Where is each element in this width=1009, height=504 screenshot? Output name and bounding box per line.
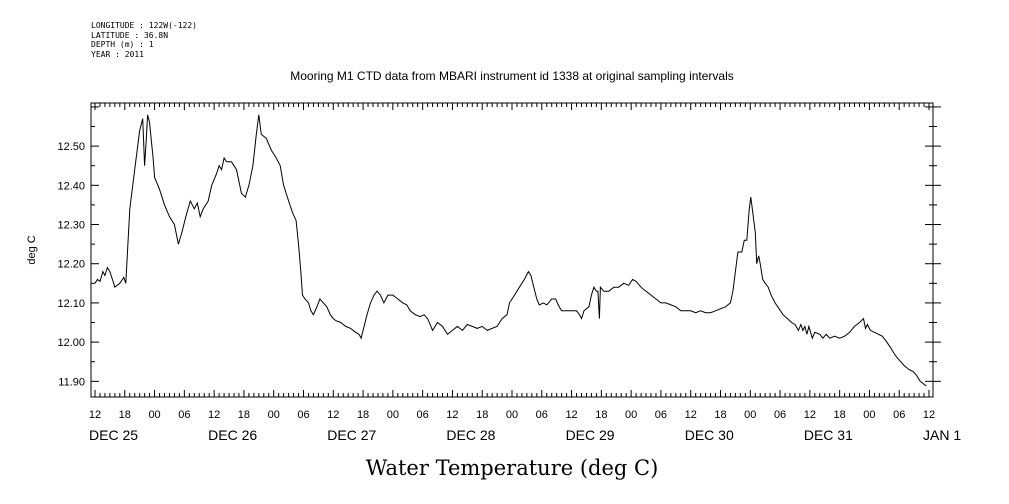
x-day-label: DEC 30 <box>685 427 734 443</box>
x-hour-label: 06 <box>178 409 190 421</box>
y-axis-label: deg C <box>26 235 38 264</box>
x-day-label: DEC 27 <box>327 427 376 443</box>
chart-title: Mooring M1 CTD data from MBARI instrumen… <box>290 69 734 83</box>
x-hour-label: 18 <box>476 409 488 421</box>
x-hour-label: 06 <box>417 409 429 421</box>
x-day-label: DEC 28 <box>446 427 495 443</box>
depth-label: DEPTH (m) : 1 <box>91 40 154 49</box>
x-hour-label: 00 <box>268 409 280 421</box>
y-tick-label: 12.50 <box>57 141 85 153</box>
x-day-label: DEC 29 <box>566 427 615 443</box>
y-tick-label: 12.00 <box>57 337 85 349</box>
y-tick-label: 11.90 <box>58 376 85 388</box>
x-day-label: DEC 25 <box>89 427 138 443</box>
x-hour-label: 18 <box>119 409 131 421</box>
x-hour-label: 00 <box>625 409 637 421</box>
x-hour-label: 18 <box>357 409 369 421</box>
x-hour-label: 00 <box>506 409 518 421</box>
x-day-label: DEC 26 <box>208 427 257 443</box>
metadata-block: LONGITUDE : 122W(-122) LATITUDE : 36.8N … <box>91 21 197 59</box>
longitude-label: LONGITUDE : 122W(-122) <box>91 21 197 30</box>
x-day-labels: DEC 25 DEC 26 DEC 27 DEC 28 DEC 29 DEC 30 DEC … <box>89 427 961 443</box>
y-tick-label: 12.40 <box>57 180 85 192</box>
x-hour-label: 06 <box>655 409 667 421</box>
axis-ticks <box>91 103 941 397</box>
x-hour-label: 00 <box>744 409 756 421</box>
x-axis-title: Water Temperature (deg C) <box>366 456 659 480</box>
x-hour-label: 18 <box>238 409 250 421</box>
series-line <box>94 114 927 386</box>
x-hour-label: 12 <box>565 409 577 421</box>
x-hour-label: 12 <box>446 409 458 421</box>
x-day-label: DEC 31 <box>804 427 853 443</box>
x-hour-label: 18 <box>595 409 607 421</box>
x-day-label: JAN 1 <box>923 427 961 443</box>
year-label: YEAR : 2011 <box>91 49 144 59</box>
x-hour-label: 12 <box>327 409 339 421</box>
x-hour-label: 18 <box>714 409 726 421</box>
x-hour-label: 12 <box>804 409 816 421</box>
latitude-label: LATITUDE : 36.8N <box>91 30 169 40</box>
x-hour-label: 00 <box>148 409 160 421</box>
x-hour-label: 12 <box>923 409 935 421</box>
x-hour-label: 06 <box>774 409 786 421</box>
y-tick-labels: 11.90 12.00 12.10 12.20 12.30 12.40 12.50 <box>57 141 85 388</box>
y-tick-label: 12.10 <box>57 298 85 310</box>
x-hour-label: 06 <box>893 409 905 421</box>
x-hour-label: 06 <box>297 409 309 421</box>
x-hour-label: 12 <box>89 409 101 421</box>
x-hour-label: 06 <box>536 409 548 421</box>
y-tick-label: 12.30 <box>57 220 85 232</box>
x-hour-label: 12 <box>208 409 220 421</box>
y-tick-label: 12.20 <box>57 259 85 271</box>
x-hour-label: 18 <box>834 409 846 421</box>
x-hour-labels: 12 18 00 06 12 18 00 06 12 18 00 06 12 18 00 06 12 18 00 06… <box>89 409 935 421</box>
plot-frame <box>90 102 934 398</box>
x-hour-label: 12 <box>685 409 697 421</box>
x-hour-label: 00 <box>387 409 399 421</box>
x-hour-label: 00 <box>863 409 875 421</box>
